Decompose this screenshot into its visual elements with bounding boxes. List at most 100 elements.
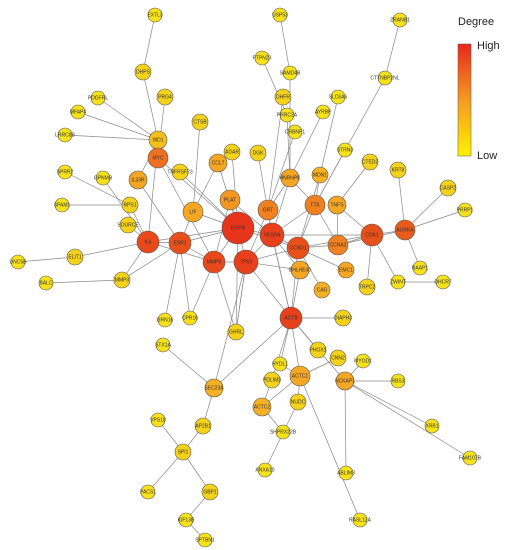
node-label: SPTBN1: [195, 537, 215, 543]
node-label: PHOX1: [310, 347, 327, 353]
node-label: BHLHE40: [289, 267, 311, 273]
node: [279, 306, 303, 330]
edge: [64, 171, 131, 206]
node: [279, 107, 295, 123]
edge: [344, 380, 347, 474]
node-label: DHFR: [276, 94, 290, 100]
node: [355, 353, 371, 369]
edge: [164, 242, 181, 321]
node-label: MFAP4: [70, 109, 87, 115]
node: [201, 483, 219, 501]
edge: [279, 14, 291, 74]
node-label: ESR1: [173, 240, 186, 246]
node-label: RAAP1: [412, 265, 429, 271]
node-label: DHCR7: [434, 279, 451, 285]
node: [315, 104, 331, 120]
node: [223, 143, 241, 161]
node: [327, 234, 349, 256]
edge: [271, 234, 292, 319]
node-label: PRRC2A: [277, 112, 298, 118]
node-label: SOURCE: [117, 222, 139, 228]
node-label: STRN3: [337, 147, 354, 153]
node-label: CCND1: [289, 245, 306, 251]
legend: Degree High Low: [457, 16, 500, 162]
node: [57, 164, 73, 180]
node: [38, 275, 54, 291]
edge: [261, 57, 288, 116]
node-label: PTPN23: [253, 55, 272, 61]
node-label: IL33R: [131, 177, 145, 183]
node-label: GRN16: [157, 317, 174, 323]
node-label: EMC1: [339, 267, 353, 273]
node: [392, 12, 408, 28]
node-label: LIF: [189, 209, 196, 215]
node-label: HYDL1: [272, 361, 288, 367]
node-label: KRT8: [392, 167, 405, 173]
node-label: HNRNPK: [279, 175, 301, 181]
node: [202, 250, 226, 274]
node-label: BALC: [39, 280, 52, 286]
node-label: TNFRSF23: [167, 169, 193, 175]
node: [274, 88, 292, 106]
node: [194, 417, 212, 435]
node-label: STX1A: [155, 342, 172, 348]
node: [435, 274, 451, 290]
node-label: ACTC2: [254, 404, 271, 410]
node-label: USP53: [272, 12, 288, 18]
edge: [179, 242, 191, 319]
node-label: PDLIM3: [263, 377, 281, 383]
node: [156, 88, 174, 106]
node: [289, 365, 311, 387]
node: [155, 337, 171, 353]
node: [390, 373, 406, 389]
node-label: AYRBF: [315, 109, 331, 115]
node: [208, 153, 228, 173]
node: [54, 197, 70, 213]
node-label: SLC6A6: [329, 94, 348, 100]
node: [219, 189, 241, 211]
node: [272, 7, 288, 23]
node: [313, 281, 331, 299]
edge: [235, 227, 239, 333]
node-label: CRBNP1: [285, 129, 306, 135]
node: [304, 194, 326, 216]
node-label: MYC: [152, 155, 164, 161]
node: [275, 424, 291, 440]
node-label: PACS1: [140, 489, 156, 495]
node: [204, 378, 224, 398]
edge: [97, 97, 159, 141]
node-label: KIF13B: [178, 517, 195, 523]
node-label: ACTB: [284, 315, 298, 321]
node-label: DGK: [253, 150, 265, 156]
node-label: TTK: [310, 202, 320, 208]
node: [412, 260, 428, 276]
node: [178, 512, 194, 528]
edge: [299, 375, 361, 521]
node: [227, 323, 245, 341]
edge: [344, 380, 433, 427]
edge: [289, 111, 324, 179]
node: [263, 371, 281, 389]
legend-high: High: [477, 40, 500, 52]
node-label: MMP3: [115, 277, 130, 283]
node: [311, 166, 329, 184]
node: [147, 7, 163, 23]
edge: [121, 242, 181, 281]
node-label: IL6: [145, 239, 152, 245]
node: [70, 104, 86, 120]
node: [330, 89, 346, 105]
node: [287, 124, 303, 140]
node: [259, 222, 285, 248]
node: [257, 462, 273, 478]
edge: [213, 261, 247, 389]
node: [289, 393, 307, 411]
node-label: ADAR: [225, 149, 239, 155]
node-label: CTED2: [362, 159, 379, 165]
node: [439, 179, 457, 197]
node-label: PDGFRL: [88, 95, 109, 101]
node: [257, 199, 279, 221]
node: [182, 310, 198, 326]
node: [168, 231, 192, 255]
node: [360, 223, 384, 247]
edge: [344, 380, 471, 459]
